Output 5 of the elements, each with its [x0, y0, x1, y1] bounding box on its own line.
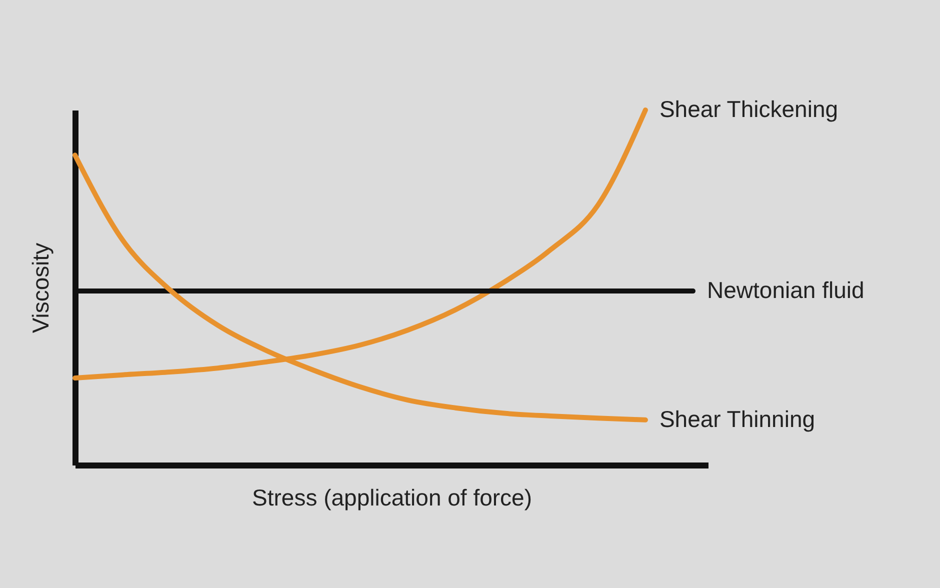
series-label: Shear Thinning [659, 406, 816, 432]
series-label: Shear Thickening [659, 96, 838, 122]
y-axis-title: Viscosity [28, 242, 54, 334]
x-axis-title: Stress (application of force) [252, 484, 532, 510]
series-label: Newtonian fluid [707, 277, 864, 304]
